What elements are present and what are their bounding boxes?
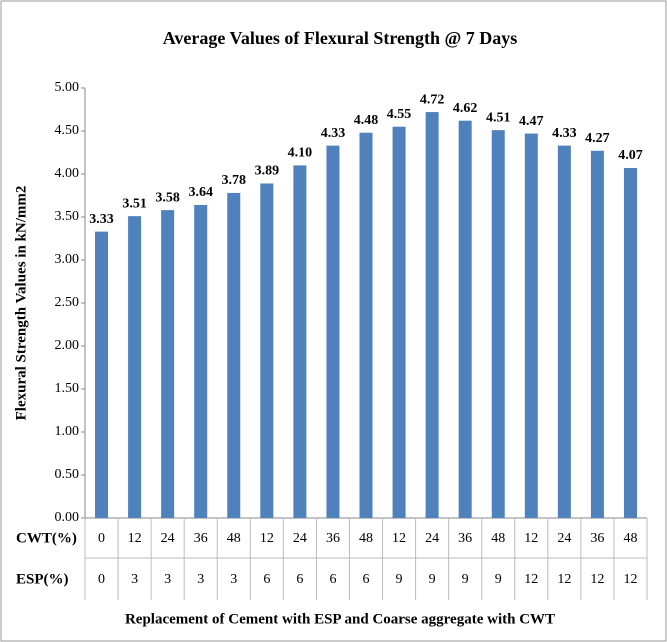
- x-tick-label: 0: [98, 572, 105, 587]
- x-tick-label: 24: [425, 531, 439, 546]
- y-tick-label: 3.00: [55, 252, 80, 267]
- bar: [227, 192, 241, 519]
- x-tick-label: 9: [429, 572, 436, 587]
- x-tick-label: 48: [227, 531, 241, 546]
- x-tick-label: 12: [260, 531, 274, 546]
- category-level-name: CWT(%): [16, 530, 77, 546]
- x-tick-label: 24: [293, 531, 307, 546]
- x-tick-label: 9: [495, 572, 502, 587]
- chart-title: Average Values of Flexural Strength @ 7 …: [163, 28, 518, 48]
- bar: [128, 216, 142, 518]
- x-axis-label: Replacement of Cement with ESP and Coars…: [125, 611, 555, 627]
- x-tick-label: 0: [98, 531, 105, 546]
- x-tick-label: 9: [396, 572, 403, 587]
- y-axis-label: Flexural Strength Values in kN/mm2: [13, 186, 29, 421]
- bar: [326, 145, 340, 518]
- x-tick-label: 24: [557, 531, 571, 546]
- y-tick-label: 2.50: [55, 295, 80, 310]
- bar: [161, 210, 175, 518]
- bar: [590, 150, 604, 518]
- y-tick-label: 0.00: [55, 510, 80, 525]
- x-tick-label: 24: [161, 531, 175, 546]
- data-label: 4.33: [552, 126, 577, 141]
- x-tick-label: 3: [164, 572, 171, 587]
- x-tick-label: 6: [363, 572, 370, 587]
- y-tick-label: 4.00: [55, 166, 80, 181]
- x-tick-label: 12: [590, 572, 604, 587]
- y-tick-label: 3.50: [55, 209, 80, 224]
- x-tick-label: 36: [194, 531, 208, 546]
- data-label: 4.33: [321, 126, 346, 141]
- category-level-name: ESP(%): [16, 571, 69, 587]
- x-tick-label: 12: [392, 531, 406, 546]
- x-tick-label: 48: [359, 531, 373, 546]
- x-tick-label: 48: [491, 531, 505, 546]
- bar: [491, 130, 505, 518]
- data-label: 4.55: [387, 107, 412, 122]
- data-label: 3.78: [222, 173, 247, 188]
- data-label: 3.33: [89, 212, 114, 227]
- data-label: 4.47: [519, 114, 544, 129]
- bar: [359, 132, 373, 518]
- bar: [293, 165, 307, 518]
- x-tick-label: 6: [263, 572, 270, 587]
- bar: [194, 204, 208, 518]
- bar: [458, 120, 472, 519]
- data-label: 3.51: [122, 196, 147, 211]
- data-label: 4.48: [354, 113, 379, 128]
- bar: [392, 126, 406, 518]
- data-label: 4.07: [618, 148, 643, 163]
- y-tick-label: 5.00: [55, 80, 80, 95]
- x-tick-label: 3: [230, 572, 237, 587]
- data-label: 4.72: [420, 92, 445, 107]
- x-tick-label: 3: [197, 572, 204, 587]
- y-tick-label: 0.50: [55, 467, 80, 482]
- x-tick-label: 48: [623, 531, 637, 546]
- x-tick-label: 9: [462, 572, 469, 587]
- y-tick-label: 2.00: [55, 338, 80, 353]
- data-label: 4.51: [486, 110, 511, 125]
- data-label: 3.89: [255, 164, 280, 179]
- x-tick-label: 12: [623, 572, 637, 587]
- x-tick-label: 12: [128, 531, 142, 546]
- bar: [524, 133, 538, 518]
- x-tick-label: 3: [131, 572, 138, 587]
- y-tick-label: 1.00: [55, 424, 80, 439]
- data-label: 3.58: [155, 190, 180, 205]
- data-label: 4.62: [453, 101, 478, 116]
- x-tick-label: 12: [524, 531, 538, 546]
- x-tick-label: 36: [590, 531, 604, 546]
- data-label: 3.64: [188, 185, 213, 200]
- bar: [260, 183, 274, 518]
- y-tick-label: 1.50: [55, 381, 80, 396]
- x-tick-label: 36: [458, 531, 472, 546]
- bar: [557, 145, 571, 518]
- x-tick-label: 36: [326, 531, 340, 546]
- bar: [623, 167, 637, 519]
- bar: [95, 231, 109, 518]
- x-tick-label: 12: [524, 572, 538, 587]
- x-tick-label: 6: [296, 572, 303, 587]
- data-label: 4.27: [585, 131, 610, 146]
- y-tick-label: 4.50: [55, 123, 80, 138]
- data-label: 4.10: [288, 146, 313, 161]
- x-tick-label: 6: [329, 572, 336, 587]
- bar: [425, 112, 439, 518]
- x-tick-label: 12: [557, 572, 571, 587]
